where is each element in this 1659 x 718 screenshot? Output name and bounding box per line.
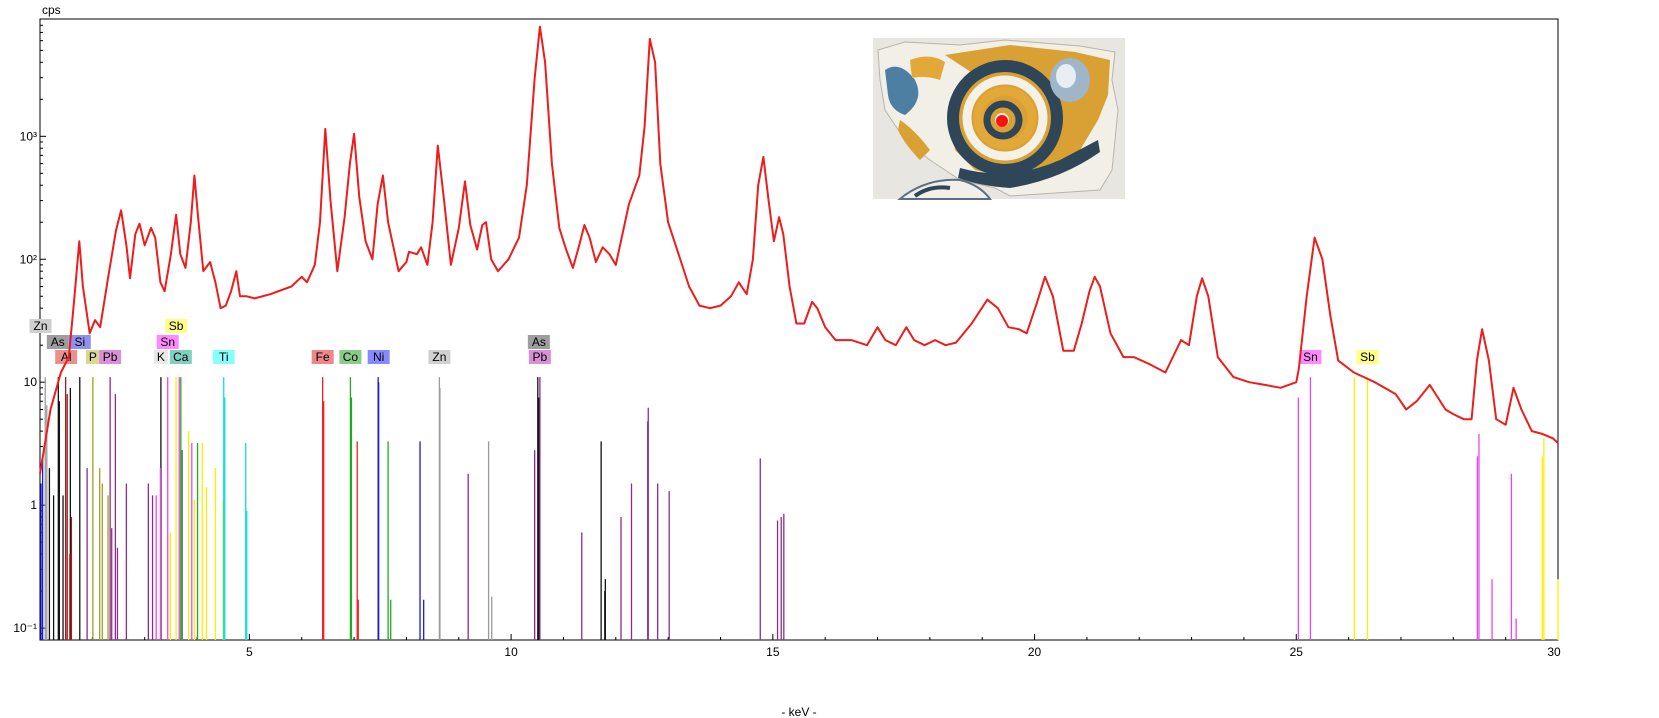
svg-text:As: As — [51, 335, 65, 349]
element-label: Zn — [29, 319, 52, 333]
svg-text:Sb: Sb — [1360, 350, 1375, 364]
svg-text:P: P — [89, 350, 97, 364]
element-emission-lines — [40, 377, 1559, 640]
element-label: Si — [68, 335, 91, 349]
element-label: Pb — [99, 350, 122, 364]
element-label: Fe — [311, 350, 334, 364]
element-label: Sb — [1356, 350, 1379, 364]
x-tick-label: 5 — [246, 645, 253, 659]
element-label: Sb — [165, 319, 188, 333]
svg-text:Ti: Ti — [219, 350, 229, 364]
svg-text:Zn: Zn — [34, 319, 48, 333]
element-label: K — [153, 350, 168, 364]
element-label: Ni — [367, 350, 390, 364]
x-tick-label: 25 — [1290, 645, 1304, 659]
element-label: Ti — [212, 350, 235, 364]
element-label: As — [46, 335, 69, 349]
x-tick-label: 15 — [766, 645, 780, 659]
y-tick-label: 10² — [20, 252, 37, 266]
svg-text:Pb: Pb — [533, 350, 548, 364]
y-tick-label: 10⁻¹ — [13, 621, 37, 635]
element-label: Al — [55, 350, 78, 364]
svg-text:Co: Co — [343, 350, 359, 364]
svg-text:Sb: Sb — [169, 319, 184, 333]
sample-photo-inset — [873, 38, 1125, 200]
x-axis-ticks: 5 10 15 20 25 30 — [39, 634, 1561, 659]
svg-text:Si: Si — [74, 335, 85, 349]
y-tick-label: 10 — [24, 375, 38, 389]
element-label: Pb — [528, 350, 551, 364]
element-label: P — [85, 350, 100, 364]
y-axis-label: cps — [42, 3, 61, 17]
y-tick-label: 1 — [30, 498, 37, 512]
svg-text:Sn: Sn — [1303, 350, 1318, 364]
svg-text:Ni: Ni — [373, 350, 384, 364]
plot-frame — [39, 18, 1559, 641]
x-tick-label: 10 — [504, 645, 518, 659]
element-label: Zn — [428, 350, 451, 364]
x-axis-label: - keV - — [781, 705, 816, 718]
svg-text:Zn: Zn — [432, 350, 446, 364]
element-label: Sn — [1299, 350, 1322, 364]
x-tick-label: 20 — [1028, 645, 1042, 659]
element-label: As — [527, 335, 550, 349]
y-tick-label: 10³ — [20, 129, 37, 143]
svg-text:Pb: Pb — [103, 350, 118, 364]
element-label: Ca — [169, 350, 192, 364]
spectrum-line — [39, 25, 1559, 474]
svg-text:As: As — [532, 335, 546, 349]
element-label: Sn — [156, 335, 179, 349]
element-label: Co — [339, 350, 362, 364]
svg-text:Sn: Sn — [160, 335, 175, 349]
svg-text:Al: Al — [61, 350, 72, 364]
svg-text:K: K — [157, 350, 165, 364]
svg-text:Ca: Ca — [173, 350, 189, 364]
x-tick-label: 30 — [1547, 645, 1561, 659]
svg-text:Fe: Fe — [316, 350, 330, 364]
